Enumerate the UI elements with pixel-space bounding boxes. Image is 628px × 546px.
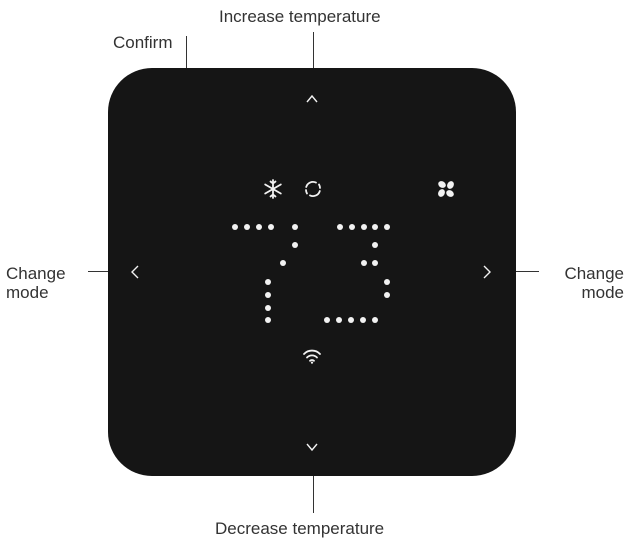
right-leader-line <box>497 271 539 272</box>
change-mode-label-left: Change mode <box>6 264 66 302</box>
digit-3-dot <box>372 260 378 266</box>
temperature-display <box>108 68 516 476</box>
digit-7-dot <box>265 292 271 298</box>
digit-3-dot <box>372 317 378 323</box>
increase-leader-line <box>313 32 314 88</box>
digit-3-dot <box>384 292 390 298</box>
digit-7-dot <box>244 224 250 230</box>
digit-3-dot <box>384 279 390 285</box>
digit-3-dot <box>360 317 366 323</box>
digit-7-dot <box>292 242 298 248</box>
confirm-label: Confirm <box>113 33 173 52</box>
digit-7-dot <box>268 224 274 230</box>
left-leader-line <box>88 271 124 272</box>
chevron-left-icon[interactable] <box>130 265 140 279</box>
digit-7-dot <box>280 260 286 266</box>
digit-3-dot <box>336 317 342 323</box>
digit-3-dot <box>372 242 378 248</box>
thermostat-panel <box>108 68 516 476</box>
change-mode-label-left-line2: mode <box>6 283 49 302</box>
digit-3-dot <box>348 317 354 323</box>
decrease-temperature-label: Decrease temperature <box>215 519 385 538</box>
change-mode-label-right-line1: Change <box>564 264 624 283</box>
digit-7-dot <box>292 224 298 230</box>
digit-3-dot <box>349 224 355 230</box>
chevron-up-icon[interactable] <box>306 94 318 104</box>
digit-3-dot <box>324 317 330 323</box>
increase-temperature-label: Increase temperature <box>219 7 381 26</box>
digit-3-dot <box>372 224 378 230</box>
digit-3-dot <box>361 260 367 266</box>
digit-7-dot <box>256 224 262 230</box>
cycle-icon <box>305 181 321 197</box>
digit-7-dot <box>232 224 238 230</box>
digit-7-dot <box>265 317 271 323</box>
chevron-down-icon[interactable] <box>306 442 318 452</box>
digit-3-dot <box>384 224 390 230</box>
chevron-right-icon[interactable] <box>482 265 492 279</box>
decrease-leader-line <box>313 457 314 513</box>
change-mode-label-right-line2: mode <box>581 283 624 302</box>
wifi-icon <box>303 349 321 364</box>
digit-3-dot <box>337 224 343 230</box>
digit-7-dot <box>265 305 271 311</box>
digit-7-dot <box>265 279 271 285</box>
fan-icon <box>438 181 454 197</box>
change-mode-label-right: Change mode <box>564 264 624 302</box>
snowflake-icon <box>264 179 282 199</box>
digit-3-dot <box>361 224 367 230</box>
change-mode-label-left-line1: Change <box>6 264 66 283</box>
